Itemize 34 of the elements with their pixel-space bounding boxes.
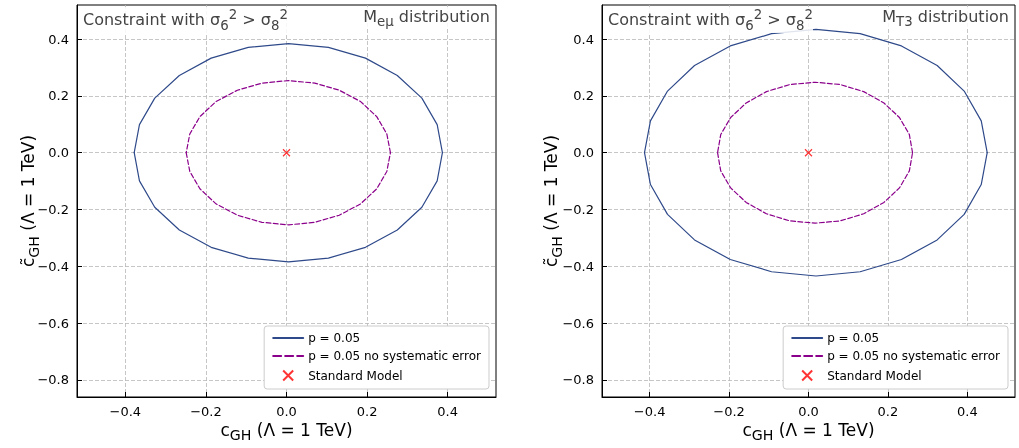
- y-tick-label: −0.8: [562, 372, 594, 388]
- x-tick-label: −0.4: [633, 404, 666, 419]
- x-tick-label: 0.0: [276, 404, 297, 419]
- y-tick-label: −0.4: [37, 258, 69, 274]
- x-tick-label: −0.2: [190, 404, 222, 419]
- y-tick-label: −0.8: [37, 372, 69, 388]
- legend-label: p = 0.05: [308, 331, 361, 345]
- y-tick-label: 0.0: [573, 145, 594, 161]
- x-tick-label: 0.2: [356, 404, 378, 419]
- y-tick-label: 0.2: [573, 88, 594, 104]
- y-tick-label: 0.4: [48, 31, 69, 47]
- y-tick-label: −0.2: [562, 202, 594, 218]
- x-axis-title: c$_{GH}$ (Λ = 1 TeV): [219, 420, 354, 444]
- annotation: M$_{eμ}$ distribution: [363, 7, 490, 30]
- y-tick-label: 0.2: [48, 88, 69, 104]
- y-tick-label: −0.4: [562, 258, 594, 274]
- y-tick-label: −0.2: [37, 202, 69, 218]
- y-tick-label: 0.4: [573, 31, 594, 47]
- annotation: M$_{T3}$ distribution: [882, 7, 1009, 30]
- legend-label: p = 0.05: [827, 331, 880, 345]
- legend-label: p = 0.05 no systematic error: [308, 349, 482, 363]
- x-tick-label: 0.4: [957, 404, 978, 419]
- legend-label: Standard Model: [827, 368, 922, 383]
- y-tick-label: −0.6: [562, 315, 594, 331]
- x-tick-label: −0.4: [109, 404, 142, 419]
- x-tick-label: 0.4: [437, 404, 458, 419]
- x-tick-label: −0.2: [713, 404, 745, 419]
- y-tick-label: 0.0: [48, 145, 69, 161]
- legend-label: p = 0.05 no systematic error: [827, 349, 1001, 363]
- x-axis-title: c$_{GH}$ (Λ = 1 TeV): [741, 420, 876, 444]
- x-tick-label: 0.0: [798, 404, 819, 419]
- x-tick-label: 0.2: [877, 404, 899, 419]
- y-tick-label: −0.6: [37, 315, 69, 331]
- legend-label: Standard Model: [308, 368, 403, 383]
